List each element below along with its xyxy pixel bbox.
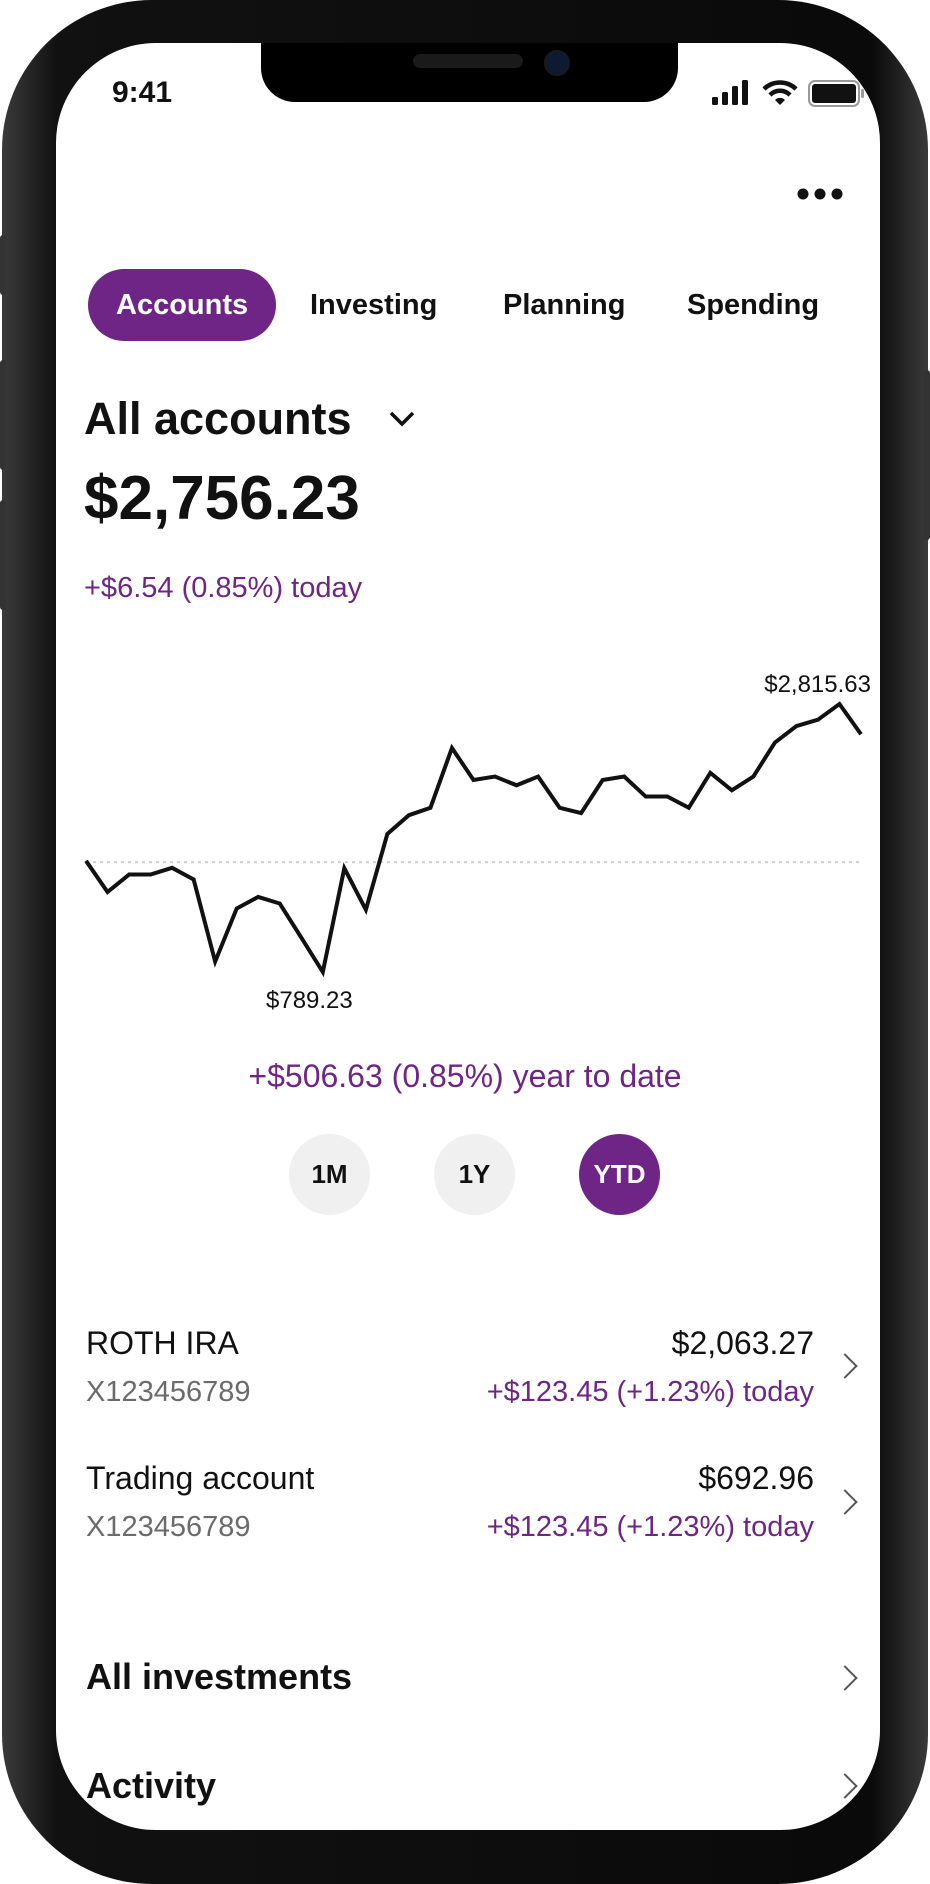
account-number: X123456789: [86, 1376, 251, 1408]
signal-icon: [712, 80, 748, 105]
notch: [261, 43, 678, 102]
tab-spending[interactable]: Spending: [687, 289, 820, 321]
series-line: [84, 701, 863, 978]
account-change: +$123.45 (+1.23%) today: [486, 1511, 814, 1543]
activity-label: Activity: [86, 1765, 217, 1806]
speaker: [413, 54, 523, 68]
chevron-down-icon[interactable]: [388, 410, 416, 428]
account-balance: $692.96: [698, 1460, 814, 1496]
account-selector[interactable]: All accounts: [84, 396, 352, 441]
total-balance: $2,756.23: [84, 464, 360, 533]
account-selector-label: All accounts: [84, 393, 352, 444]
status-time: 9:41: [112, 76, 173, 109]
min-label: $789.23: [266, 987, 353, 1014]
tab-planning[interactable]: Planning: [503, 289, 626, 321]
range-1y-button[interactable]: 1Y: [434, 1134, 515, 1215]
range-ytd-button[interactable]: YTD: [579, 1134, 660, 1215]
volume-down-button: [0, 500, 6, 610]
max-label: $2,815.63: [764, 671, 871, 698]
battery-icon: [808, 80, 864, 107]
account-balance: $2,063.27: [671, 1325, 814, 1361]
tab-investing[interactable]: Investing: [310, 289, 438, 321]
more-options-icon[interactable]: [795, 186, 845, 202]
account-name: ROTH IRA: [86, 1325, 239, 1361]
camera: [544, 50, 570, 76]
wifi-icon: [762, 80, 798, 105]
mute-switch: [0, 235, 6, 295]
volume-up-button: [0, 360, 6, 470]
account-change: +$123.45 (+1.23%) today: [486, 1376, 814, 1408]
today-change: +$6.54 (0.85%) today: [84, 572, 363, 604]
account-number: X123456789: [86, 1511, 251, 1543]
all-investments-label: All investments: [86, 1656, 353, 1697]
period-change: +$506.63 (0.85%) year to date: [248, 1058, 682, 1094]
tab-accounts[interactable]: Accounts: [88, 269, 277, 341]
account-name: Trading account: [86, 1460, 315, 1496]
range-1m-button[interactable]: 1M: [289, 1134, 370, 1215]
power-button: [924, 370, 930, 540]
